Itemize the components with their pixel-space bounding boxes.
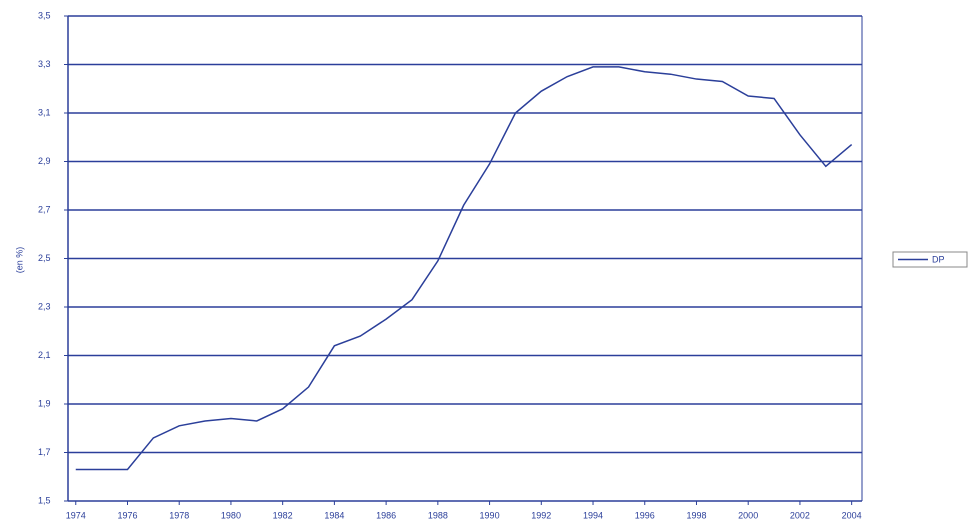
x-tick-label: 1984 [324,510,344,520]
x-tick-label: 1982 [273,510,293,520]
x-tick-label: 1992 [531,510,551,520]
x-tick-label: 1978 [169,510,189,520]
y-tick-label: 1,7 [38,447,51,457]
y-tick-label: 1,9 [38,398,51,408]
legend-box [892,251,968,268]
y-tick-label: 2,7 [38,204,51,214]
y-tick-label: 2,5 [38,253,51,263]
y-tick-label: 3,1 [38,107,51,117]
x-tick-label: 1976 [117,510,137,520]
y-tick-label: 3,5 [38,10,51,20]
y-tick-label: 3,3 [38,59,51,69]
x-tick-label: 1980 [221,510,241,520]
x-tick-label: 1998 [686,510,706,520]
y-tick-label: 1,5 [38,495,51,505]
x-tick-label: 2004 [842,510,862,520]
x-tick-label: 2000 [738,510,758,520]
x-tick-label: 1986 [376,510,396,520]
legend-label: DP [932,254,945,264]
x-tick-label: 1988 [428,510,448,520]
x-tick-label: 1990 [480,510,500,520]
x-tick-label: 1974 [66,510,86,520]
y-axis-title: (en %) [14,247,24,274]
y-tick-label: 2,3 [38,301,51,311]
y-tick-label: 2,1 [38,350,51,360]
x-tick-label: 1994 [583,510,603,520]
x-tick-label: 2002 [790,510,810,520]
data-line [75,66,853,471]
y-tick-label: 2,9 [38,156,51,166]
x-tick-label: 1996 [635,510,655,520]
